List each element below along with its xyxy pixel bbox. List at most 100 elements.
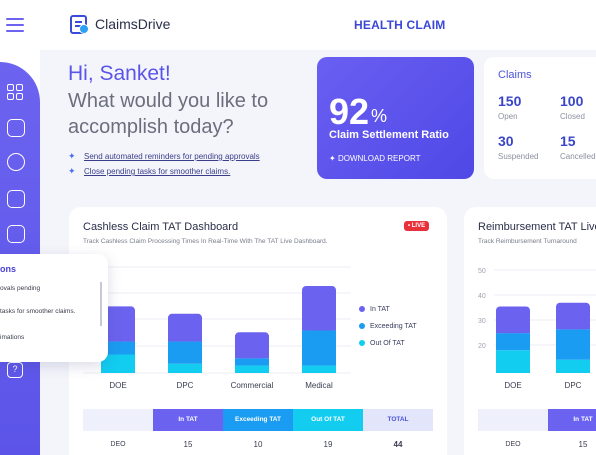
- suspended-label: Suspended: [498, 152, 539, 161]
- cashless-title: Cashless Claim TAT Dashboard: [83, 221, 239, 233]
- cancelled-label: Cancelled: [560, 152, 596, 161]
- legend-in-tat: In TAT: [359, 306, 390, 313]
- cancelled-count[interactable]: 15: [560, 133, 576, 149]
- bar-medical: [302, 286, 336, 373]
- bar-doe: [496, 306, 530, 373]
- sparkle-icon: ✦: [329, 154, 338, 163]
- table-row-label: DEO: [110, 441, 126, 448]
- analytics-icon[interactable]: [7, 225, 25, 243]
- table-header-in-tat: In TAT: [548, 409, 596, 431]
- app-name: ClaimsDrive: [95, 16, 171, 32]
- bar-segment-exceeding-tat: [556, 329, 590, 360]
- reminder-link-label: Send automated reminders for pending app…: [84, 152, 260, 161]
- greeting-question-line2: accomplish today?: [68, 116, 234, 138]
- bar-dpc: [556, 302, 590, 373]
- bar-segment-exceeding-tat: [302, 330, 336, 366]
- bar-segment-out-of-tat: [302, 365, 336, 373]
- flyout-scrollbar[interactable]: [100, 282, 102, 326]
- closed-count[interactable]: 100: [560, 93, 584, 109]
- bar-segment-fill: [302, 290, 336, 331]
- bar-segment-exceeding-tat: [168, 341, 202, 364]
- bar-segment-out-of-tat: [235, 365, 269, 373]
- flyout-item-close-tasks[interactable]: tasks for smoother claims.: [0, 308, 76, 315]
- bar-segment-fill: [168, 317, 202, 342]
- table-cell-total: 44: [393, 440, 403, 449]
- close-tasks-link-label: Close pending tasks for smoother claims.: [84, 167, 231, 176]
- reimbursement-title: Reimbursement TAT Live: [478, 221, 596, 233]
- claims-summary-card: Claims 150 Open 100 Closed 30 Suspended …: [484, 57, 596, 179]
- bar-segment-out-of-tat: [496, 350, 530, 373]
- open-label: Open: [498, 112, 518, 121]
- bar-segment-fill: [556, 306, 590, 330]
- flyout-item-estimations[interactable]: imations: [0, 334, 25, 341]
- cashless-subtitle: Track Cashless Claim Processing Times In…: [83, 238, 328, 245]
- close-tasks-link[interactable]: ✦ Close pending tasks for smoother claims…: [68, 166, 230, 177]
- greeting-question-line1: What would you like to: [68, 90, 269, 112]
- sidebar: ?: [0, 0, 40, 455]
- bar-segment-fill: [235, 336, 269, 359]
- cashless-chart: DOE DPC Commercial Medical: [83, 266, 351, 390]
- table-cell-in-tat: 15: [183, 440, 193, 449]
- list-icon[interactable]: [7, 190, 25, 208]
- bar-segment-exceeding-tat: [101, 341, 135, 355]
- ratio-label: Claim Settlement Ratio: [329, 129, 449, 141]
- sparkle-icon: ✦: [68, 151, 76, 161]
- legend-exceeding-tat: Exceeding TAT: [359, 323, 417, 330]
- flyout-item-reminders[interactable]: ovals pending: [0, 285, 41, 292]
- table-header-in-tat: In TAT: [153, 409, 223, 431]
- bar-segment-exceeding-tat: [496, 333, 530, 351]
- bar-segment-out-of-tat: [168, 363, 202, 373]
- download-report-label: DOWNLOAD REPORT: [337, 154, 421, 163]
- top-bar: [40, 0, 596, 50]
- bar-segment-out-of-tat: [101, 354, 135, 373]
- greeting-hello: Hi, Sanket!: [68, 62, 171, 85]
- table-row-label: DEO: [505, 441, 521, 448]
- claims-title: Claims: [498, 69, 532, 81]
- y-tick-label: 20: [478, 343, 486, 350]
- x-tick-label: DPC: [177, 381, 194, 390]
- search-claim-icon[interactable]: [7, 153, 25, 171]
- reminder-link[interactable]: ✦ Send automated reminders for pending ap…: [68, 151, 260, 162]
- suspended-count[interactable]: 30: [498, 133, 514, 149]
- table-cell-in-tat: 15: [578, 440, 588, 449]
- reimbursement-dashboard-card: Reimbursement TAT Live Track Reimburseme…: [464, 207, 596, 455]
- bar-dpc: [168, 313, 202, 373]
- help-icon[interactable]: ?: [7, 362, 23, 378]
- table-header-out-of-tat: Out Of TAT: [293, 409, 363, 431]
- sparkle-icon: ✦: [68, 166, 76, 176]
- bar-segment-exceeding-tat: [235, 358, 269, 366]
- logo-check-icon: [79, 24, 89, 34]
- bar-doe: [101, 306, 135, 373]
- ratio-unit: %: [371, 106, 388, 126]
- table-header-total: TOTAL: [363, 409, 433, 431]
- table-cell-exceeding-tat: 10: [253, 440, 263, 449]
- table-header-exceeding-tat: Exceeding TAT: [223, 409, 293, 431]
- download-report-button[interactable]: ✦ DOWNLOAD REPORT: [329, 154, 420, 163]
- table-header-blank: [83, 409, 153, 431]
- cashless-dashboard-card: Cashless Claim TAT Dashboard Track Cashl…: [69, 207, 447, 455]
- reimbursement-chart: 50 40 30 20 DOE DPC: [478, 268, 596, 390]
- x-tick-label: Commercial: [231, 381, 274, 390]
- clipboard-icon[interactable]: [7, 119, 25, 137]
- open-count[interactable]: 150: [498, 93, 522, 109]
- settlement-ratio-card: 92 % Claim Settlement Ratio ✦ DOWNLOAD R…: [317, 57, 474, 179]
- x-tick-label: DPC: [565, 381, 582, 390]
- reimbursement-subtitle: Track Reimbursement Turnaround: [478, 238, 577, 245]
- menu-icon[interactable]: [6, 18, 24, 32]
- y-tick-label: 40: [478, 293, 486, 300]
- dashboard-grid-icon[interactable]: [7, 84, 25, 102]
- table-header-blank: [478, 409, 548, 431]
- bar-commercial: [235, 332, 269, 373]
- page-title: HEALTH CLAIM: [354, 18, 446, 32]
- x-tick-label: Medical: [305, 381, 333, 390]
- closed-label: Closed: [560, 112, 585, 121]
- table-cell-out-of-tat: 19: [323, 440, 333, 449]
- flyout-title: ons: [0, 264, 17, 274]
- bar-segment-fill: [496, 310, 530, 334]
- live-badge: • LIVE: [404, 221, 430, 231]
- y-tick-label: 30: [478, 318, 486, 325]
- y-tick-label: 50: [478, 268, 486, 275]
- ratio-value: 92: [329, 91, 370, 132]
- legend-out-of-tat: Out Of TAT: [359, 340, 405, 347]
- x-tick-label: DOE: [109, 381, 126, 390]
